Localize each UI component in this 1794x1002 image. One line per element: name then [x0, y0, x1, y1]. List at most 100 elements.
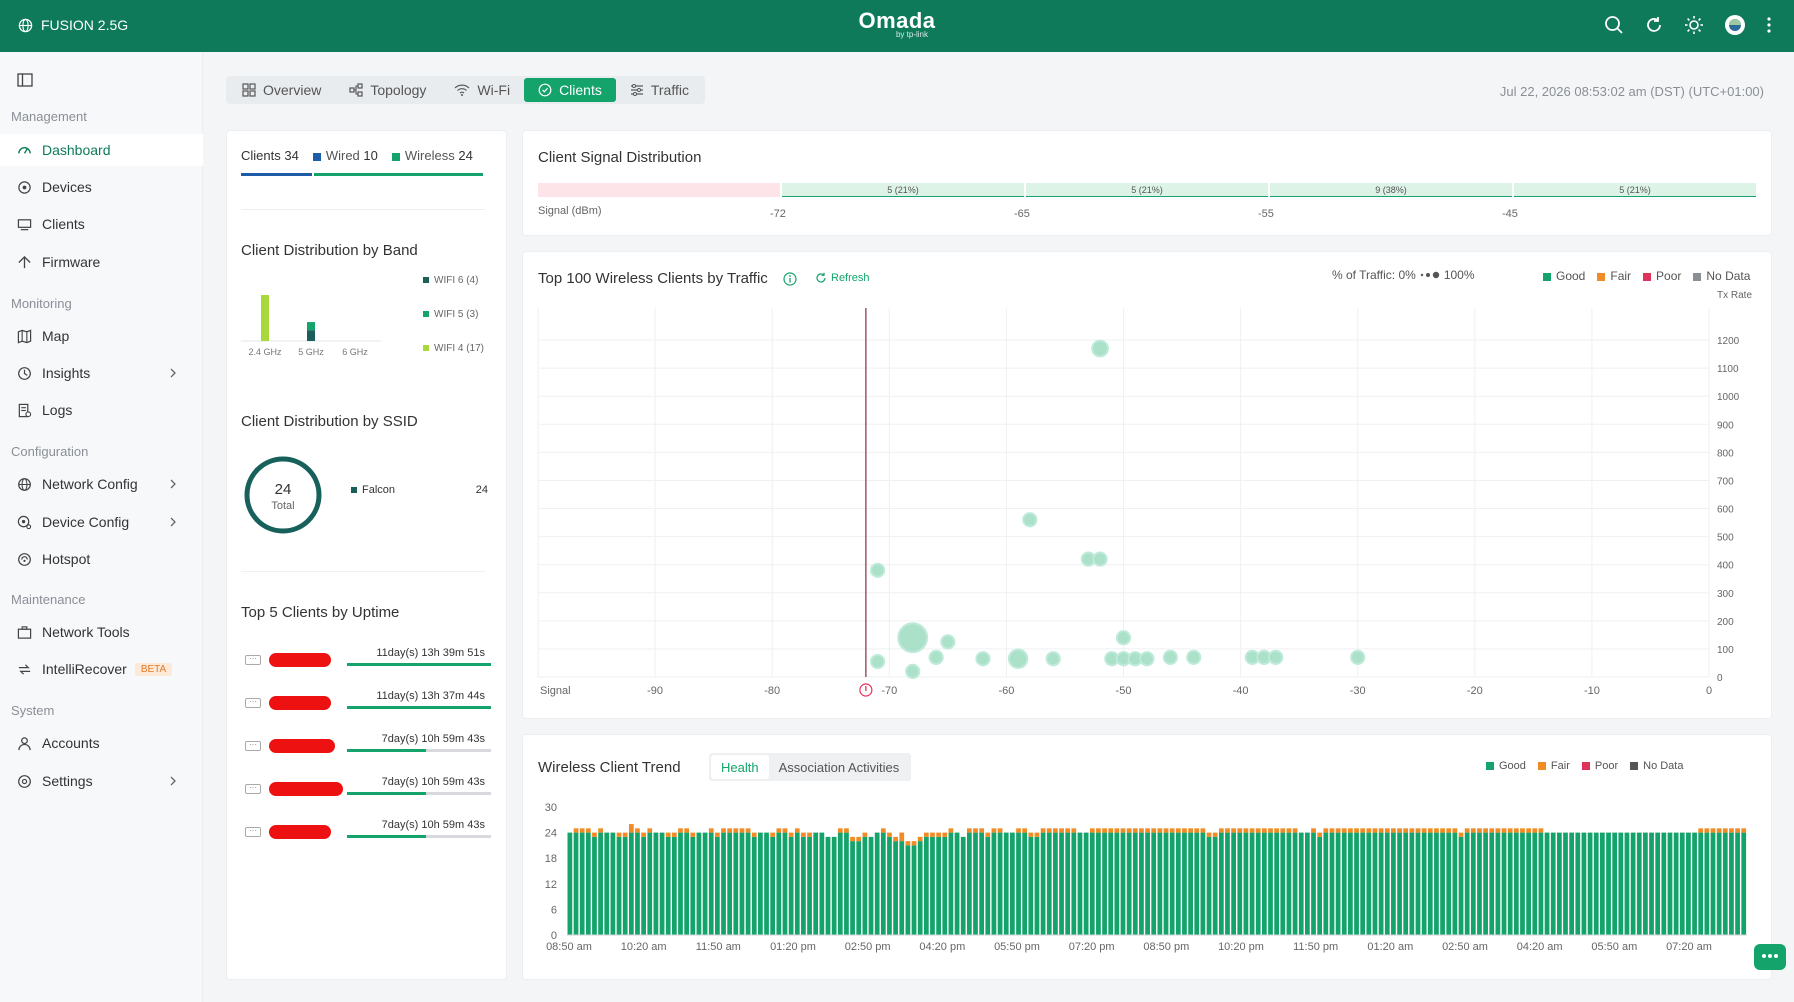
trend-bar-fair	[1255, 828, 1261, 833]
trend-bar-good	[1114, 832, 1120, 935]
refresh-icon	[816, 272, 826, 283]
scatter-y-tick: 0	[1717, 673, 1723, 684]
more-icon[interactable]	[1766, 15, 1772, 35]
trend-bar-fair	[678, 828, 683, 833]
trend-bar-good	[1501, 832, 1507, 935]
sidebar-item-accounts[interactable]: Accounts	[0, 727, 203, 759]
trend-bar-good	[659, 832, 665, 935]
legend-label: Good	[1556, 269, 1586, 283]
trend-bar-fair	[1096, 828, 1101, 833]
trend-bar-fair	[1366, 828, 1372, 833]
chevron-right-icon	[170, 479, 176, 489]
trend-bar-good	[1446, 832, 1452, 935]
sidebar-item-network-config[interactable]: Network Config	[0, 468, 203, 500]
trend-bar-fair	[893, 836, 898, 842]
tab-topology[interactable]: Topology	[335, 78, 440, 102]
uptime-fill	[347, 663, 491, 666]
scatter-x-tick: 0	[1706, 685, 1712, 697]
theme-icon[interactable]	[1684, 15, 1704, 35]
trend-bar-good	[1593, 832, 1599, 935]
wired-summary: Wired 10	[312, 148, 378, 163]
scatter-legend: Good Fair Poor No Data	[1543, 269, 1750, 283]
trend-bar-fair	[1188, 828, 1193, 833]
trend-x-tick: 07:20 pm	[1069, 941, 1115, 953]
trend-bar-fair	[1513, 828, 1519, 833]
sidebar-item-devices[interactable]: Devices	[0, 171, 203, 203]
devices-icon	[18, 180, 31, 194]
scatter-y-tick: 1100	[1717, 364, 1739, 375]
uptime-row[interactable]: ··· 7day(s) 10h 59m 43s	[245, 776, 491, 802]
client-device-icon: ···	[245, 698, 261, 708]
trend-bar-good	[1348, 832, 1353, 935]
trend-bar-fair	[1446, 828, 1452, 833]
sidebar-item-device-config[interactable]: Device Config	[0, 506, 203, 538]
trend-bar-fair	[721, 828, 726, 833]
trend-bar-good	[1169, 832, 1175, 935]
redacted-client-name	[269, 653, 331, 667]
scatter-y-tick: 900	[1717, 420, 1734, 431]
refresh-icon[interactable]	[1644, 15, 1664, 35]
sidebar-item-dashboard[interactable]: Dashboard	[0, 134, 203, 166]
sidebar-item-hotspot[interactable]: Hotspot	[0, 543, 203, 575]
sidebar-item-label: Clients	[42, 216, 85, 232]
sidebar-item-logs[interactable]: Logs	[0, 394, 203, 426]
refresh-button[interactable]: Refresh	[815, 272, 870, 284]
trend-bar-good	[1464, 832, 1470, 935]
trend-bar-fair	[1231, 828, 1236, 833]
trend-bar-good	[844, 832, 849, 935]
sidebar-item-firmware[interactable]: Firmware	[0, 246, 203, 278]
wireless-client-trend-card: Wireless Client Trend Health Association…	[522, 734, 1772, 980]
uptime-row[interactable]: ··· 11day(s) 13h 39m 51s	[245, 647, 491, 673]
uptime-row[interactable]: ··· 7day(s) 10h 59m 43s	[245, 733, 491, 759]
trend-bar-fair	[727, 828, 733, 833]
search-icon[interactable]	[1604, 15, 1624, 35]
trend-bar-good	[1034, 836, 1040, 935]
clients-icon	[17, 218, 32, 230]
info-icon[interactable]	[783, 272, 797, 286]
legend-no-data: No Data	[1693, 269, 1750, 283]
sidebar-toggle-icon[interactable]	[17, 72, 33, 88]
trend-bar-good	[1212, 836, 1218, 935]
trend-bar-good	[1311, 832, 1316, 935]
trend-bar-good	[1384, 832, 1390, 935]
site-selector[interactable]: FUSION 2.5G	[18, 17, 128, 33]
trend-bar-fair	[1071, 828, 1077, 833]
trend-bar-good	[1366, 832, 1372, 935]
trend-bar-good	[1040, 832, 1046, 935]
trend-bar-good	[1083, 832, 1089, 935]
tab-traffic[interactable]: Traffic	[616, 78, 703, 102]
recover-icon	[18, 663, 31, 675]
sidebar-item-network-tools[interactable]: Network Tools	[0, 616, 203, 648]
trend-y-tick: 18	[545, 853, 557, 865]
sidebar-item-intellirecover[interactable]: IntelliRecover BETA	[0, 653, 203, 685]
chat-button[interactable]	[1754, 944, 1786, 970]
trend-bar-good	[1391, 832, 1396, 935]
trend-bar-fair	[1059, 828, 1064, 833]
trend-bar-fair	[1403, 828, 1409, 833]
tab-health[interactable]: Health	[711, 755, 769, 779]
trend-bar-good	[585, 832, 591, 935]
trend-bar-good	[1157, 832, 1163, 935]
tab-association-activities[interactable]: Association Activities	[778, 759, 900, 775]
wireless-trend-chart: 0 6 12 18 24 30 08:50 am 10:20 am 11:50 am 01:20 …	[545, 802, 1747, 953]
uptime-row[interactable]: ··· 7day(s) 10h 59m 43s	[245, 819, 491, 845]
sidebar-item-label: Dashboard	[42, 142, 111, 158]
trend-y-tick: 12	[545, 879, 557, 891]
trend-bar-good	[1132, 832, 1138, 935]
sidebar-item-label: Device Config	[42, 514, 130, 530]
sidebar-item-clients[interactable]: Clients	[0, 208, 203, 240]
trend-bar-fair	[1348, 828, 1353, 833]
sidebar-item-map[interactable]: Map	[0, 320, 203, 352]
uptime-row[interactable]: ··· 11day(s) 13h 37m 44s	[245, 690, 491, 716]
uptime-fill	[347, 792, 427, 795]
tab-overview[interactable]: Overview	[228, 78, 335, 102]
tab-clients[interactable]: Clients	[524, 78, 616, 102]
trend-bar-good	[893, 841, 898, 935]
trend-bar-fair	[1016, 828, 1021, 833]
clients-label: Clients	[241, 148, 281, 163]
tab-wifi[interactable]: Wi-Fi	[440, 78, 524, 102]
trend-bar-fair	[622, 832, 628, 837]
sidebar-item-insights[interactable]: Insights	[0, 357, 203, 389]
sidebar-item-settings[interactable]: Settings	[0, 765, 203, 797]
avatar[interactable]	[1724, 14, 1746, 36]
